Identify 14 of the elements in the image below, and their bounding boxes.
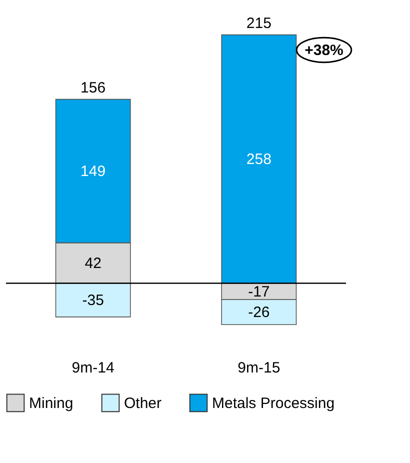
data-label: -26	[248, 304, 270, 322]
data-label: 258	[246, 151, 272, 168]
legend-label: Mining	[29, 394, 74, 412]
data-label: -35	[82, 292, 104, 310]
legend-label: Metals Processing	[212, 394, 335, 412]
legend-label: Other	[124, 394, 162, 412]
x-tick-label: 9m-15	[238, 360, 280, 376]
data-label: -17	[248, 283, 270, 300]
total-label: 215	[246, 14, 272, 32]
total-label: 156	[80, 79, 106, 96]
data-label: 149	[80, 163, 106, 180]
x-tick-label: 9m-14	[72, 360, 114, 376]
annotation: +38%	[304, 42, 344, 59]
data-label: 42	[84, 255, 102, 272]
